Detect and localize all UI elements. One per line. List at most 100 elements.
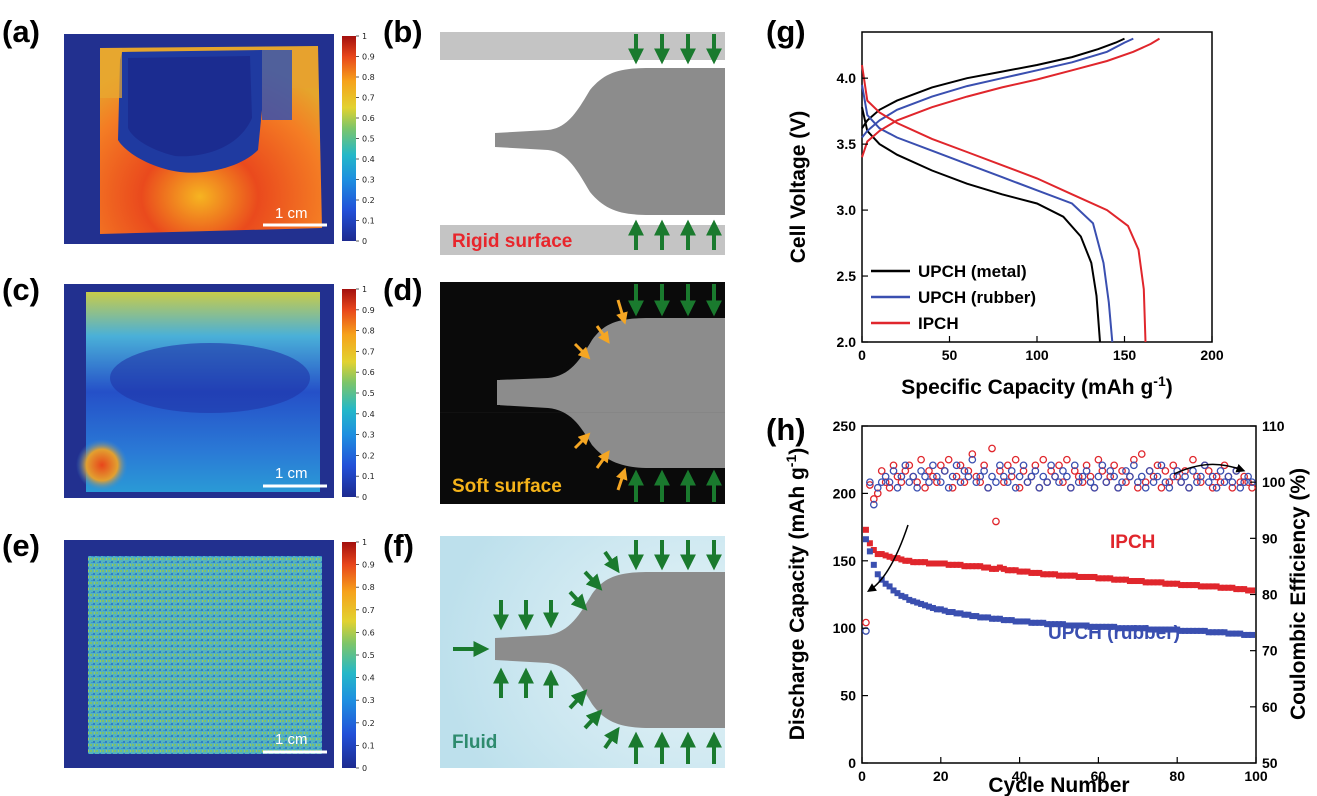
- coulombic-point: [1074, 478, 1083, 487]
- legend-label: UPCH (rubber): [918, 288, 1036, 307]
- capacity-point: [1020, 618, 1027, 625]
- capacity-point: [1134, 625, 1141, 632]
- capacity-point: [1178, 627, 1185, 634]
- coulombic-point: [1177, 478, 1185, 487]
- coulombic-point: [917, 455, 925, 464]
- coulombic-point: [1015, 483, 1024, 492]
- capacity-point: [1122, 625, 1129, 632]
- colorbar-tick-label: 0.5: [362, 389, 375, 398]
- pressure-map-c: 1 cm: [64, 284, 334, 498]
- coulombic-point: [996, 461, 1004, 470]
- capacity-point: [1024, 618, 1031, 625]
- capacity-point: [1197, 627, 1204, 634]
- capacity-point: [866, 548, 873, 555]
- y-axis-label-g: Cell Voltage (V): [787, 111, 810, 263]
- capacity-point: [914, 559, 921, 566]
- coulombic-point: [1063, 455, 1071, 464]
- y-axis-right-label-h: Coulombic Efficiency (%): [1287, 468, 1310, 720]
- coulombic-point: [1236, 478, 1245, 487]
- coulombic-point: [948, 483, 957, 492]
- coulombic-point: [1133, 478, 1142, 487]
- capacity-point: [992, 615, 999, 622]
- capacity-point: [922, 559, 929, 566]
- cycling-chart: 0 20 40 60 80 1000501001502002505060708090100…: [783, 418, 1310, 796]
- coulombic-point: [1216, 478, 1225, 487]
- capacity-point: [1103, 575, 1110, 582]
- capacity-point: [1079, 622, 1086, 629]
- capacity-point: [957, 610, 964, 617]
- capacity-point: [973, 563, 980, 570]
- capacity-point: [1138, 625, 1145, 632]
- coulombic-point: [1161, 467, 1170, 475]
- colorbar-tick-label: 0.2: [362, 719, 375, 728]
- capacity-point: [985, 564, 992, 571]
- capacity-point: [862, 536, 869, 543]
- colorbar-tick-label: 0.6: [362, 368, 375, 377]
- capacity-point: [1048, 621, 1055, 628]
- capacity-point: [965, 611, 972, 618]
- coulombic-point: [1019, 461, 1028, 470]
- coulombic-point: [988, 472, 996, 481]
- x-tick-label-g: 150: [1113, 347, 1137, 363]
- capacity-point: [941, 560, 948, 567]
- coulombic-point: [1236, 483, 1245, 492]
- coulombic-point: [1126, 472, 1134, 481]
- coulombic-point: [1240, 478, 1249, 487]
- colorbar-tick-label: 0.2: [362, 196, 375, 205]
- pressure-map-a: 1 cm: [64, 34, 334, 244]
- coulombic-point: [869, 500, 878, 509]
- capacity-point: [1186, 627, 1193, 634]
- coulombic-point: [948, 472, 957, 481]
- coulombic-point: [1189, 467, 1197, 475]
- pressure-map-e: 1 cm: [64, 540, 334, 768]
- coulombic-point: [1181, 472, 1189, 481]
- capacity-point: [1079, 573, 1086, 580]
- capacity-point: [1036, 569, 1043, 576]
- capacity-point: [1245, 587, 1252, 594]
- capacity-point: [910, 559, 917, 566]
- coulombic-point: [1130, 455, 1138, 464]
- colorbar-tick-label: 0.7: [362, 347, 375, 356]
- coulombic-point: [873, 483, 882, 492]
- coulombic-point: [1193, 478, 1201, 487]
- colorbar-tick-label: 1: [362, 538, 367, 547]
- y-right-tick-label-h: 60: [1262, 699, 1278, 715]
- y-tick-label-h: 0: [848, 755, 856, 771]
- capacity-point: [1154, 579, 1161, 586]
- capacity-point: [918, 559, 925, 566]
- colorbar-tick-label: 0.7: [362, 94, 375, 103]
- coulombic-point: [1003, 461, 1012, 470]
- colorbar-tick-label: 1: [362, 285, 367, 294]
- capacity-point: [902, 594, 909, 601]
- capacity-point: [1174, 580, 1181, 587]
- coulombic-point: [992, 517, 1000, 526]
- rigid-surface-label: Rigid surface: [452, 231, 572, 252]
- x-tick-label-h: 60: [1091, 768, 1107, 784]
- capacity-point: [874, 571, 881, 578]
- coulombic-point: [1114, 483, 1122, 492]
- coulombic-point: [1228, 483, 1237, 492]
- coulombic-point: [909, 472, 918, 481]
- coulombic-point: [913, 478, 922, 487]
- coulombic-point: [925, 467, 933, 475]
- colorbar-tick-label: 0.7: [362, 606, 375, 615]
- diagram-f-fluid: Fluid: [440, 536, 725, 768]
- capacity-point: [1229, 630, 1236, 637]
- capacity-point: [886, 553, 893, 560]
- panel-label-e: (e): [2, 528, 40, 563]
- coulombic-point: [1011, 483, 1020, 492]
- y-right-tick-label-h: 100: [1262, 474, 1286, 490]
- capacity-point: [1119, 576, 1126, 583]
- coulombic-point: [956, 478, 965, 487]
- coulombic-point: [1220, 478, 1229, 487]
- coulombic-point: [1106, 472, 1115, 481]
- series-line-discharge: [861, 64, 1147, 343]
- coulombic-point: [1137, 472, 1146, 481]
- coulombic-point: [1086, 472, 1095, 481]
- coulombic-point: [1003, 478, 1012, 487]
- fluid-label: Fluid: [452, 732, 497, 753]
- voltage-capacity-chart: 0 50 100 150 200 2.0 2.5 3.0 3.5 4.0 UPCH (metal)…: [787, 31, 1224, 399]
- capacity-point: [1158, 579, 1165, 586]
- colorbar-tick-label: 0.1: [362, 741, 375, 750]
- annotation-ipch: IPCH: [1110, 532, 1155, 553]
